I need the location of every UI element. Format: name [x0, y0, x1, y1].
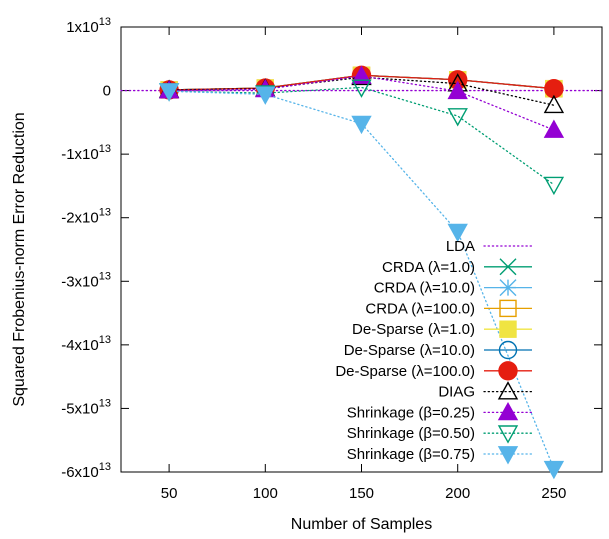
legend-marker [497, 446, 519, 465]
legend-marker [499, 299, 517, 318]
y-tick-label: -3x1013 [61, 270, 111, 290]
series-10 [158, 83, 565, 480]
legend-label: De-Sparse (λ=1.0) [352, 321, 475, 338]
legend-label: CRDA (λ=1.0) [382, 259, 475, 276]
legend-marker [499, 320, 517, 338]
x-tick-label: 50 [161, 485, 178, 502]
x-tick-label: 200 [445, 485, 470, 502]
legend-label: De-Sparse (λ=10.0) [344, 342, 475, 359]
legend-marker [498, 361, 518, 381]
legend-label: Shrinkage (β=0.75) [347, 446, 475, 463]
legend-marker [497, 425, 519, 444]
x-tick-label: 100 [253, 485, 278, 502]
legend-marker [497, 401, 519, 421]
legend-label: CRDA (λ=10.0) [374, 280, 475, 297]
data-point [255, 86, 276, 105]
legend-label: LDA [446, 238, 475, 255]
legend-label: De-Sparse (λ=100.0) [335, 363, 475, 380]
data-point [447, 223, 468, 243]
x-axis-title: Number of Samples [291, 516, 432, 533]
data-point [351, 65, 372, 84]
x-tick-label: 150 [349, 485, 374, 502]
legend-marker [498, 340, 518, 360]
axis-ticks: 50 100 150 200 250 1x1013 0 -1x1013 -2x1013 -3x10… [61, 16, 602, 502]
data-point [351, 115, 372, 135]
legend-marker [499, 258, 517, 276]
data-point [543, 119, 565, 138]
legend-label: Shrinkage (β=0.25) [347, 404, 475, 421]
legend-label: CRDA (λ=100.0) [365, 300, 475, 317]
data-point [543, 94, 565, 114]
data-point [447, 80, 468, 100]
y-tick-label: -1x1013 [61, 143, 111, 163]
data-point [543, 460, 565, 480]
y-tick-label: -6x1013 [61, 461, 111, 481]
series-9 [158, 79, 565, 196]
y-tick-label: 1x1013 [66, 16, 111, 36]
legend-label: DIAG [438, 384, 475, 401]
legend: LDA CRDA (λ=1.0) CRDA (λ=10.0) CRDA (λ=100.… [335, 238, 533, 465]
x-tick-label: 250 [541, 485, 566, 502]
legend-label: Shrinkage (β=0.50) [347, 425, 475, 442]
legend-marker [499, 279, 517, 297]
y-tick-label: -4x1013 [61, 334, 111, 354]
data-point [158, 83, 180, 102]
y-tick-label: -5x1013 [61, 397, 111, 417]
y-axis-title: Squared Frobenius-norm Error Reduction [11, 112, 28, 406]
legend-marker [497, 381, 519, 400]
series-line [168, 86, 555, 186]
data-point [447, 108, 468, 127]
data-point [351, 79, 372, 98]
series-layer [120, 65, 603, 480]
data-point [543, 176, 565, 196]
y-tick-label: -2x1013 [61, 207, 111, 227]
y-tick-label: 0 [103, 83, 111, 100]
data-point [544, 78, 564, 99]
